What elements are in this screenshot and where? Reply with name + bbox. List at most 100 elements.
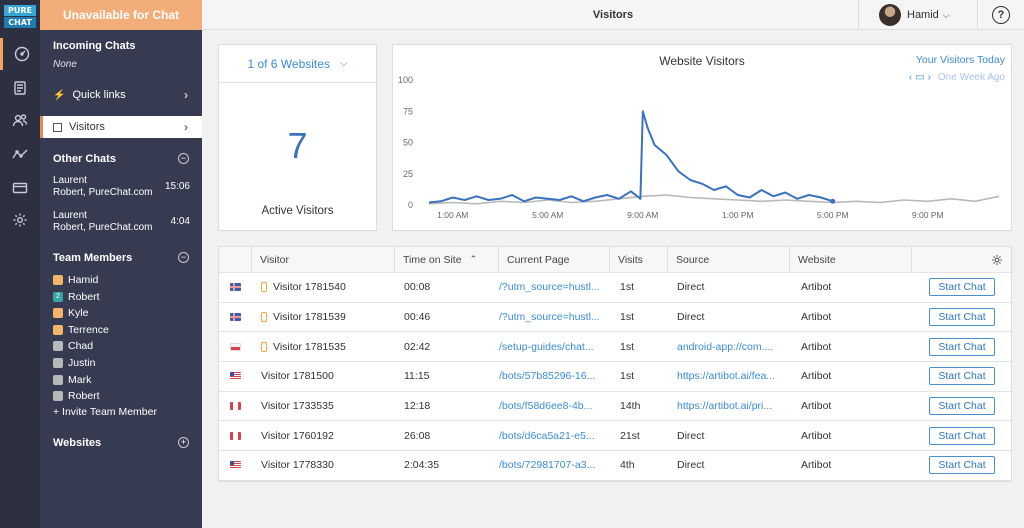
source[interactable]: https://artibot.ai/fea... [677,370,776,383]
contacts-icon[interactable] [0,104,40,136]
sidebar: Unavailable for Chat Incoming Chats None… [40,0,202,528]
chart-canvas: 100 75 50 25 0 1:00 AM 5:00 AM 9:00 AM 1:00 PM 5:… [398,75,1000,220]
purechat-logo[interactable]: PURE CHAT [4,5,36,29]
team-member[interactable]: Mark [53,373,91,387]
team-member[interactable]: 2 Robert [53,290,100,304]
next-arrow-icon[interactable]: › [927,72,931,83]
x-tick-label: 1:00 AM [437,210,468,220]
sidebar-item-label: Quick links [72,89,126,101]
team-member[interactable]: Justin [53,356,95,370]
column-header-current-page[interactable]: Current Page [498,247,609,272]
x-tick-label: 9:00 PM [912,210,944,220]
team-member[interactable]: Kyle [53,306,88,320]
column-header-visits[interactable]: Visits [609,247,667,272]
x-tick-label: 1:00 PM [722,210,754,220]
time-on-site: 26:08 [404,429,431,442]
logo-line1: PURE [4,5,36,16]
time-on-site: 00:08 [404,281,431,294]
source[interactable]: android-app://com.... [677,340,774,353]
current-page-link[interactable]: /setup-guides/chat... [499,340,594,353]
column-header-visitor[interactable]: Visitor [251,247,394,272]
start-chat-button[interactable]: Start Chat [929,426,995,445]
table-row[interactable]: Visitor 1781540 00:08 /?utm_source=hustl..… [219,273,1011,303]
chat-list-item[interactable]: Laurent Robert, PureChat.com 4:04 [53,210,192,234]
visitor-cell[interactable]: Visitor 1733535 [251,392,394,421]
sidebar-item-quick-links[interactable]: ⚡ Quick links › [40,84,202,106]
x-tick-label: 5:00 PM [817,210,849,220]
x-tick-label: 5:00 AM [532,210,563,220]
date-range-control: ‹ ▭ › One Week Ago [909,72,1005,83]
team-member[interactable]: Hamid [53,273,98,287]
start-chat-button[interactable]: Start Chat [929,308,995,327]
member-name: Kyle [68,307,89,320]
source[interactable]: https://artibot.ai/pri... [677,400,773,413]
visitor-cell[interactable]: Visitor 1778330 [251,451,394,480]
calendar-icon[interactable]: ▭ [915,72,925,83]
table-row[interactable]: Visitor 1733535 12:18/bots/f58d6ee8-4b...… [219,392,1011,422]
start-chat-button[interactable]: Start Chat [929,397,995,416]
active-visitors-label: Active Visitors [261,205,334,217]
website-name: Artibot [801,459,832,472]
user-menu[interactable]: Hamid ⌵ [858,0,978,30]
table-row[interactable]: Visitor 1778330 2:04:35/bots/72981707-a3.… [219,451,1011,481]
team-member[interactable]: Terrence [53,323,109,337]
current-page-link[interactable]: /bots/f58d6ee8-4b... [499,400,593,413]
dashboard-icon[interactable] [0,38,40,70]
y-tick-label: 75 [403,106,413,116]
visitor-cell[interactable]: Visitor 1760192 [251,421,394,450]
visitor-cell[interactable]: Visitor 1781535 [251,332,394,361]
start-chat-button[interactable]: Start Chat [929,456,995,475]
add-website-icon[interactable]: + [178,437,189,448]
table-row[interactable]: Visitor 1781535 02:42/setup-guides/chat..… [219,332,1011,363]
visitor-cell[interactable]: Visitor 1781540 [251,273,394,302]
website-name: Artibot [801,400,832,413]
start-chat-button[interactable]: Start Chat [929,367,995,386]
start-chat-button[interactable]: Start Chat [929,278,995,297]
column-header-source[interactable]: Source [667,247,789,272]
chevron-down-icon: ⌵ [942,9,950,20]
current-page-link[interactable]: /?utm_source=hustl... [499,281,600,294]
other-chats-label: Other Chats [53,153,116,165]
table-row[interactable]: Visitor 1760192 26:08/bots/d6ca5a21-e5...… [219,421,1013,452]
visitor-name: Visitor 1781500 [261,370,334,383]
lightning-icon: ⚡ [53,89,66,101]
analytics-icon[interactable] [0,138,40,170]
member-name: Robert [68,390,100,403]
websites-label: Websites [53,437,102,449]
column-header-website[interactable]: Website [789,247,911,272]
collapse-icon[interactable]: − [178,153,189,164]
visits-count: 21st [620,429,640,442]
country-flag-icon [219,303,251,332]
visitor-cell[interactable]: Visitor 1781500 [251,362,394,391]
table-settings-gear-icon[interactable] [911,247,1013,272]
comparison-range-label[interactable]: One Week Ago [937,72,1005,83]
table-row[interactable]: Visitor 1781500 11:15/bots/57b85296-16...… [219,362,1011,392]
current-page-link[interactable]: /bots/72981707-a3... [499,459,596,472]
current-page-link[interactable]: /bots/d6ca5a21-e5... [499,429,595,442]
collapse-icon[interactable]: − [178,252,189,263]
visitor-cell[interactable]: Visitor 1781539 [251,303,394,332]
settings-gear-icon[interactable] [0,204,40,236]
chat-list-item[interactable]: Laurent Robert, PureChat.com 15:06 [53,175,192,199]
visits-count: 1st [620,311,635,324]
action-cell: Start Chat [911,421,1013,450]
chart-title: Website Visitors [659,54,745,68]
table-row[interactable]: Visitor 1781539 00:46 /?utm_source=hustl..… [219,303,1011,333]
team-member[interactable]: Robert [53,389,100,403]
help-icon[interactable]: ? [992,6,1010,24]
team-member[interactable]: Chad [53,339,93,353]
your-visitors-today-link[interactable]: Your Visitors Today [915,54,1005,66]
transcripts-icon[interactable] [0,72,40,104]
incoming-chats-empty: None [53,59,77,70]
prev-arrow-icon[interactable]: ‹ [908,72,913,83]
start-chat-button[interactable]: Start Chat [929,337,995,356]
column-header-time-on-site[interactable]: Time on Site ⌃ [394,247,498,272]
sidebar-item-visitors[interactable]: Visitors › [40,116,202,138]
current-page-link[interactable]: /bots/57b85296-16... [499,370,596,383]
website-selector[interactable]: 1 of 6 Websites ⌵ [219,45,376,83]
availability-button[interactable]: Unavailable for Chat [40,0,202,30]
billing-icon[interactable] [0,172,40,204]
mobile-device-icon [261,282,267,293]
invite-team-member-link[interactable]: + Invite Team Member [53,406,157,418]
current-page-link[interactable]: /?utm_source=hustl... [499,311,600,324]
